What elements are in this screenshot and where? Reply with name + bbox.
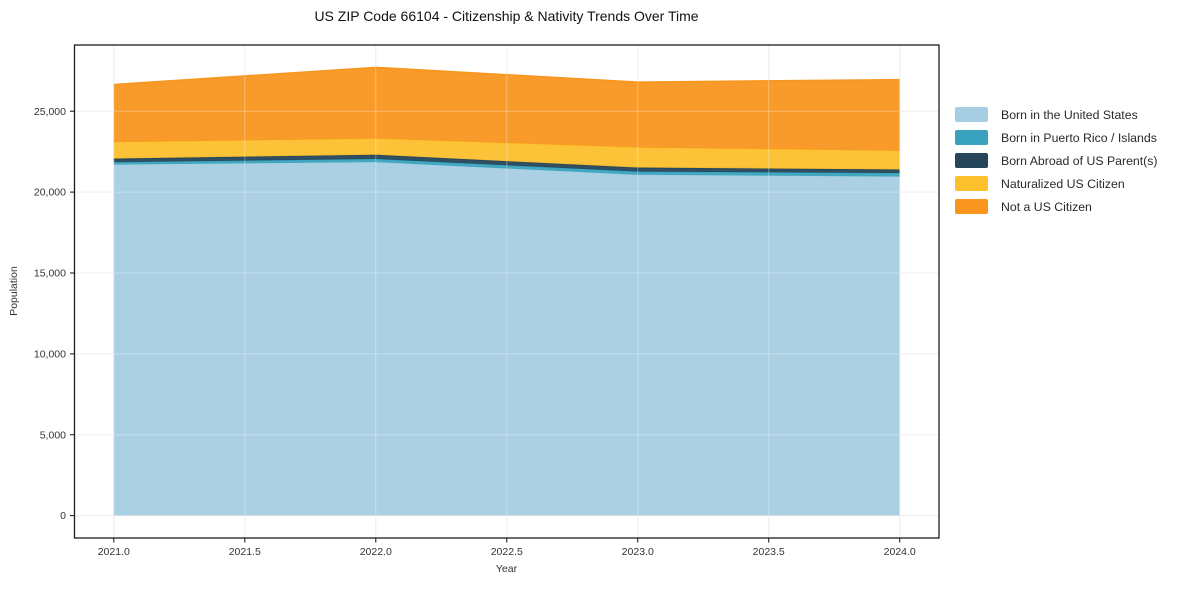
legend-label: Not a US Citizen bbox=[1001, 199, 1092, 214]
legend-label: Born in the United States bbox=[1001, 107, 1138, 122]
stacked-areas bbox=[113, 66, 900, 516]
grid-overlay bbox=[74, 45, 939, 538]
legend-swatch bbox=[955, 153, 988, 168]
axis-ticks: 2021.0 2021.5 2022.0 2022.5 2023.0 2023.5 2024… bbox=[34, 106, 916, 558]
x-tick-label: 2021.0 bbox=[98, 546, 130, 558]
chart-title: US ZIP Code 66104 - Citizenship & Nativi… bbox=[314, 8, 699, 24]
y-tick-label: 10,000 bbox=[34, 348, 66, 360]
x-tick-label: 2021.5 bbox=[229, 546, 261, 558]
area-1 bbox=[113, 162, 900, 516]
legend-item: Born Abroad of US Parent(s) bbox=[955, 153, 1158, 168]
legend-swatch bbox=[955, 199, 988, 214]
x-tick-label: 2022.0 bbox=[360, 546, 392, 558]
legend-item: Born in Puerto Rico / Islands bbox=[955, 130, 1158, 145]
y-tick-label: 5,000 bbox=[40, 429, 66, 441]
legend-item: Not a US Citizen bbox=[955, 199, 1158, 214]
x-axis-label: Year bbox=[495, 563, 518, 575]
legend-item: Born in the United States bbox=[955, 107, 1158, 122]
y-tick-label: 25,000 bbox=[34, 106, 66, 118]
area-4 bbox=[113, 138, 900, 170]
legend-swatch bbox=[955, 107, 988, 122]
x-tick-label: 2024.0 bbox=[884, 546, 916, 558]
legend: Born in the United States Born in Puerto … bbox=[955, 107, 1158, 214]
legend-item: Naturalized US Citizen bbox=[955, 176, 1158, 191]
legend-label: Born in Puerto Rico / Islands bbox=[1001, 130, 1157, 145]
y-tick-label: 20,000 bbox=[34, 187, 66, 199]
y-axis-label: Population bbox=[8, 266, 20, 316]
legend-label: Naturalized US Citizen bbox=[1001, 176, 1125, 191]
area-edge-5 bbox=[113, 66, 900, 86]
area-5 bbox=[113, 67, 900, 151]
legend-swatch bbox=[955, 176, 988, 191]
x-tick-label: 2023.5 bbox=[753, 546, 785, 558]
y-tick-label: 0 bbox=[60, 510, 66, 522]
legend-swatch bbox=[955, 130, 988, 145]
x-tick-label: 2023.0 bbox=[622, 546, 654, 558]
x-tick-label: 2022.5 bbox=[491, 546, 523, 558]
y-tick-label: 15,000 bbox=[34, 268, 66, 280]
legend-label: Born Abroad of US Parent(s) bbox=[1001, 153, 1158, 168]
